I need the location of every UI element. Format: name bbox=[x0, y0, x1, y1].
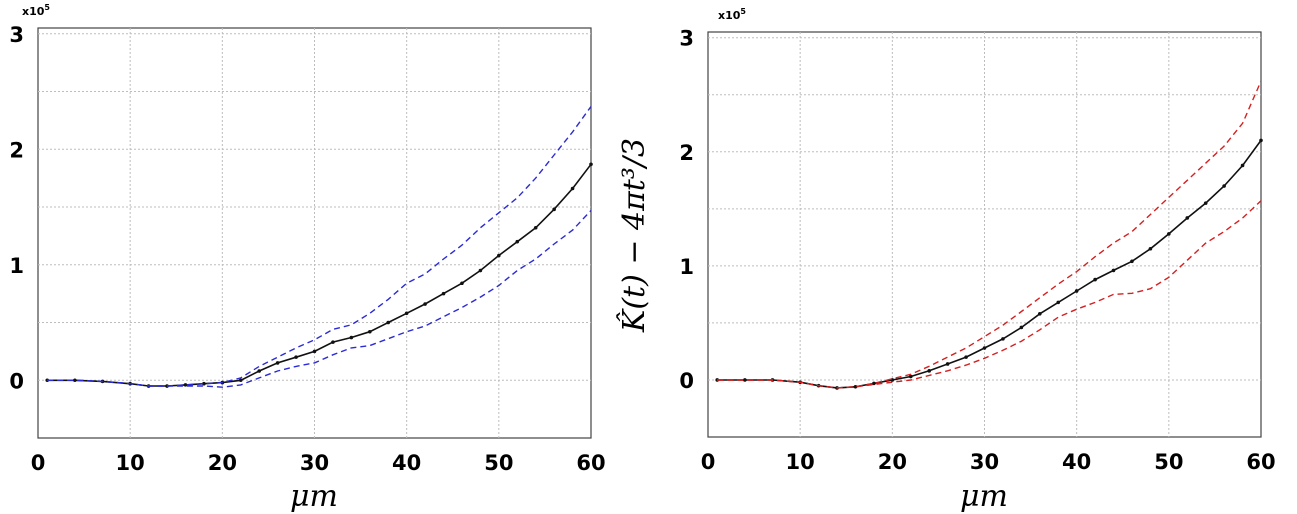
mean-point bbox=[349, 335, 354, 340]
mean-point bbox=[1111, 268, 1116, 273]
mean-point bbox=[1222, 184, 1226, 188]
mean-point bbox=[368, 329, 372, 334]
mean-point bbox=[1074, 289, 1079, 293]
x-tick-label: 20 bbox=[208, 451, 237, 475]
mean-point bbox=[257, 369, 262, 373]
grid bbox=[38, 28, 591, 438]
mean-point bbox=[515, 239, 520, 244]
x-tick-label: 10 bbox=[786, 450, 815, 474]
mean-point bbox=[589, 162, 593, 167]
x-tick-label: 60 bbox=[576, 451, 605, 475]
x-tick-label: 40 bbox=[1062, 450, 1091, 474]
y-tick-labels: 0 1 2 3 bbox=[679, 27, 694, 393]
mean-point bbox=[964, 355, 968, 359]
mean-point bbox=[478, 268, 483, 273]
y-multiplier: x105 bbox=[22, 3, 50, 18]
mean-point bbox=[1038, 311, 1042, 316]
mean-point bbox=[1259, 138, 1263, 143]
mean-point bbox=[533, 226, 538, 230]
x-tick-label: 20 bbox=[878, 450, 907, 474]
x-tick-label: 0 bbox=[31, 451, 46, 475]
y-multiplier: x105 bbox=[718, 7, 746, 22]
x-tick-label: 50 bbox=[484, 451, 513, 475]
series-group bbox=[715, 80, 1263, 390]
x-tick-label: 60 bbox=[1246, 450, 1275, 474]
series-lower-line bbox=[47, 210, 592, 388]
mean-point bbox=[331, 340, 335, 344]
mean-point bbox=[552, 207, 556, 212]
x-tick-label: 50 bbox=[1154, 450, 1183, 474]
mean-point bbox=[202, 381, 206, 386]
mean-point bbox=[423, 302, 427, 306]
mean-point bbox=[386, 320, 391, 325]
mean-point bbox=[1130, 259, 1134, 264]
mean-point bbox=[1167, 232, 1171, 236]
mean-point bbox=[441, 291, 446, 296]
mean-point bbox=[497, 253, 501, 258]
x-tick-labels: 0 10 20 30 40 50 60 bbox=[31, 451, 606, 475]
mean-point bbox=[404, 311, 409, 316]
mean-point bbox=[1148, 246, 1153, 251]
mean-point bbox=[1056, 300, 1061, 305]
mean-point bbox=[982, 346, 987, 350]
x-tick-labels: 0 10 20 30 40 50 60 bbox=[701, 450, 1276, 474]
mean-point bbox=[570, 186, 575, 191]
y-tick-label: 0 bbox=[9, 369, 24, 393]
mean-point bbox=[294, 355, 298, 359]
y-tick-labels: 0 1 2 3 bbox=[9, 23, 24, 393]
mean-point bbox=[945, 362, 950, 366]
x-axis-label: μm bbox=[290, 479, 338, 514]
mean-point bbox=[743, 378, 747, 382]
grid bbox=[708, 32, 1261, 437]
x-tick-label: 40 bbox=[392, 451, 421, 475]
y-tick-label: 1 bbox=[679, 255, 694, 279]
mean-point bbox=[73, 378, 77, 383]
mean-point bbox=[1093, 277, 1097, 282]
x-tick-label: 30 bbox=[300, 451, 329, 475]
mean-point bbox=[1019, 325, 1024, 330]
mean-point bbox=[853, 385, 858, 389]
x-tick-label: 0 bbox=[701, 450, 716, 474]
series-lower-line bbox=[717, 200, 1262, 389]
y-tick-label: 1 bbox=[9, 254, 24, 278]
y-tick-label: 3 bbox=[9, 23, 24, 47]
x-axis-label: μm bbox=[960, 479, 1008, 514]
y-tick-label: 3 bbox=[679, 27, 694, 51]
x-tick-label: 30 bbox=[970, 450, 999, 474]
right-panel: 0 10 20 30 40 50 60 0 1 2 3 x105 K̂(t) − 4πt³/3 μ… bbox=[617, 7, 1276, 514]
mean-point bbox=[312, 349, 317, 354]
mean-point bbox=[927, 369, 931, 373]
series-group bbox=[45, 106, 593, 388]
mean-point bbox=[275, 361, 280, 365]
y-tick-label: 2 bbox=[9, 138, 24, 162]
y-tick-label: 2 bbox=[679, 141, 694, 165]
mean-point bbox=[872, 381, 876, 386]
mean-point bbox=[183, 383, 188, 387]
x-tick-label: 10 bbox=[116, 451, 145, 475]
left-panel: 0 10 20 30 40 50 60 0 1 2 3 x105 μm bbox=[9, 3, 605, 514]
y-tick-label: 0 bbox=[679, 369, 694, 393]
mean-point bbox=[1001, 337, 1005, 341]
mean-point bbox=[1240, 163, 1245, 168]
y-axis-label: K̂(t) − 4πt³/3 bbox=[617, 138, 652, 333]
mean-point bbox=[238, 378, 243, 383]
mean-point bbox=[908, 374, 913, 379]
mean-point bbox=[460, 281, 464, 286]
mean-point bbox=[1203, 201, 1208, 205]
mean-point bbox=[1185, 216, 1190, 220]
